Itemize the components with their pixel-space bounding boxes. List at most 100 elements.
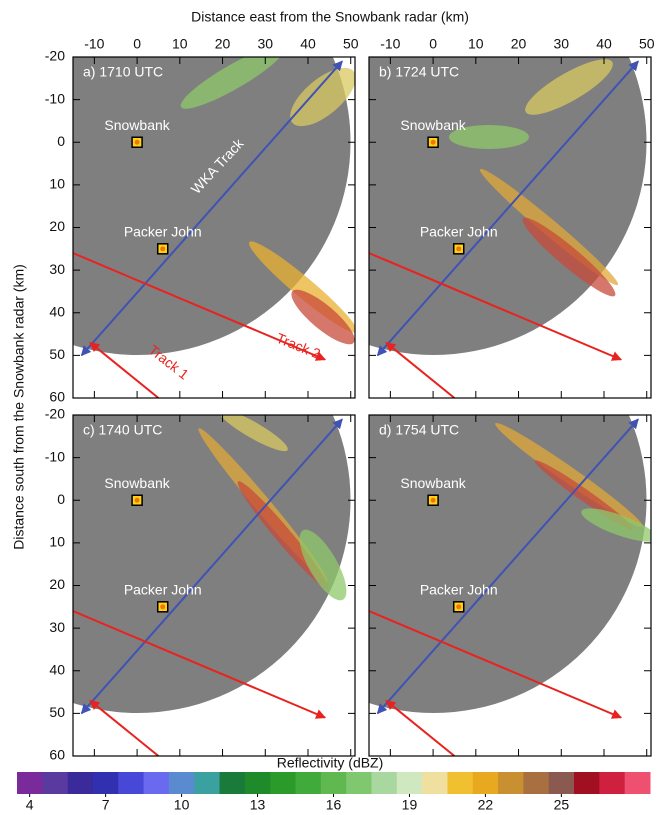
panel-content: Snowbank Packer John [73,415,351,756]
track-line [80,60,343,357]
track-line [369,610,623,719]
colorbar-swatch [447,772,474,794]
track-line [376,60,639,357]
x-tick-label: 40 [596,36,612,52]
colorbar-tick-label: 19 [402,797,418,813]
site-label: Packer John [420,224,498,240]
colorbar-swatch [422,772,448,794]
site-label: Snowbank [400,117,466,133]
colorbar-tick-label: 10 [174,797,190,813]
track-line [89,341,160,398]
colorbar-swatch [67,772,94,794]
track-line [385,699,456,756]
y-tick-label: 50 [49,346,65,362]
colorbar-swatch [295,772,322,794]
colorbar-swatch [498,772,524,794]
y-tick-label: 0 [57,133,65,149]
colorbar-swatch [17,772,43,794]
colorbar-swatch [320,772,347,794]
y-tick-label: 60 [49,389,65,405]
colorbar-title: Reflectivity (dBZ) [277,755,384,771]
track-line [385,341,456,398]
panel: Snowbank Packer John d) 1754 UTC [368,414,652,757]
colorbar-tick-label: 16 [326,797,342,813]
y-tick-label: 50 [49,704,65,720]
colorbar-swatch [599,772,626,794]
colorbar-swatch [143,772,170,794]
colorbar-tick-label: 25 [554,797,570,813]
panel: Snowbank Packer John b) 1724 UTC -10 0 10 20 30… [368,36,655,399]
site-dot [430,139,436,145]
panel-label: c) 1740 UTC [83,422,162,438]
colorbar-swatch [548,772,575,794]
track-line [376,418,639,715]
y-tick-label: 10 [49,534,65,550]
x-tick-label: 0 [429,36,437,52]
colorbar-tick-label: 13 [250,797,266,813]
site-dot [456,604,462,610]
panel-label: b) 1724 UTC [379,64,459,80]
y-tick-label: 30 [49,261,65,277]
site-dot [456,246,462,252]
colorbar-swatch [346,772,372,794]
colorbar-swatch [194,772,221,794]
x-tick-label: 30 [553,36,569,52]
x-tick-label: -10 [84,36,104,52]
x-tick-label: 10 [172,36,188,52]
site-label: Packer John [420,582,498,598]
x-tick-label: 30 [257,36,273,52]
colorbar-swatch [624,772,651,794]
site-label: Snowbank [104,117,170,133]
colorbar-swatch [244,772,271,794]
site-label: Snowbank [104,475,170,491]
colorbar-swatch [168,772,195,794]
y-tick-label: 20 [49,576,65,592]
y-tick-label: -20 [45,48,65,64]
y-tick-label: -20 [45,406,65,422]
colorbar-swatch [574,772,600,794]
panel-label: d) 1754 UTC [379,422,459,438]
track-line [80,418,343,715]
colorbar-tick-label: 22 [478,797,494,813]
colorbar-tick-label: 7 [102,797,110,813]
y-tick-label: -10 [45,448,65,464]
panel-content: Snowbank Packer John [369,415,651,756]
x-tick-label: 50 [343,36,359,52]
site-dot [134,497,140,503]
site-label: Packer John [124,582,202,598]
panel-label: a) 1710 UTC [83,64,163,80]
colorbar-swatch [523,772,550,794]
y-tick-label: 20 [49,218,65,234]
track-line [73,610,327,719]
colorbar-swatch [219,772,246,794]
panel: Snowbank Packer John c) 1740 UTC -20 -10 0 10 2… [45,406,356,763]
track-line [89,699,160,756]
y-tick-label: 0 [57,491,65,507]
y-tick-label: 40 [49,303,65,319]
x-tick-label: 10 [468,36,484,52]
y-tick-label: 40 [49,661,65,677]
y-tick-label: 30 [49,619,65,635]
site-dot [160,246,166,252]
x-tick-label: 40 [300,36,316,52]
y-tick-label: -10 [45,90,65,106]
track-line [369,252,623,361]
colorbar-swatch [472,772,499,794]
x-axis-title: Distance east from the Snowbank radar (k… [191,9,469,25]
y-tick-label: 10 [49,176,65,192]
x-tick-label: 20 [215,36,231,52]
colorbar-swatch [92,772,119,794]
colorbar-swatch [371,772,398,794]
track-line [73,252,327,361]
site-dot [160,604,166,610]
site-label: Packer John [124,224,202,240]
site-dot [134,139,140,145]
colorbar-swatch [396,772,423,794]
x-tick-label: 20 [511,36,527,52]
site-label: Snowbank [400,475,466,491]
colorbar-tick-label: 4 [26,797,34,813]
x-tick-label: -10 [380,36,400,52]
